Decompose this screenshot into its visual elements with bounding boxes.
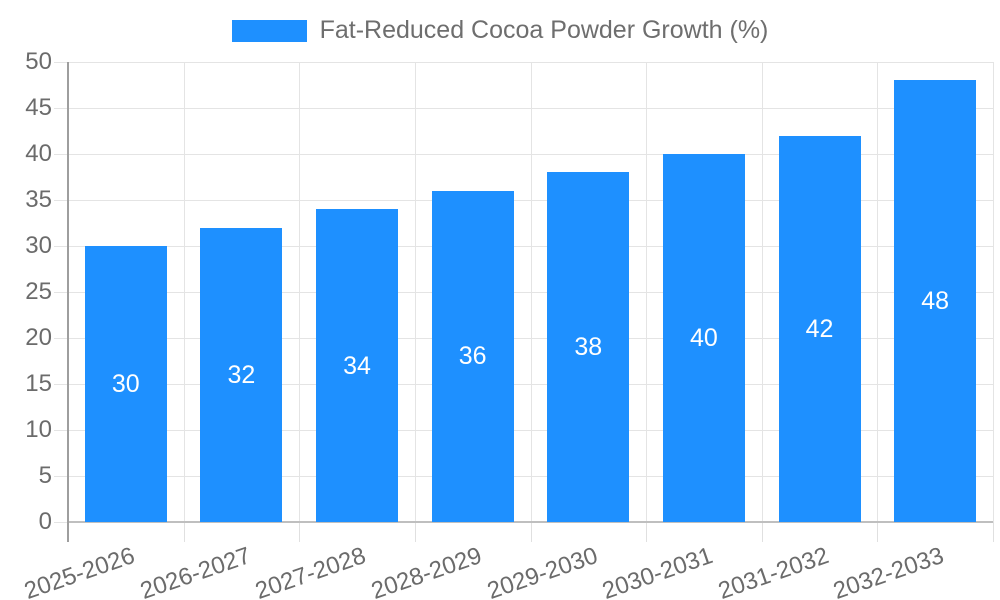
y-axis-line — [67, 62, 69, 542]
h-gridline — [54, 62, 993, 63]
h-gridline — [54, 384, 993, 385]
y-tick-label: 50 — [25, 48, 52, 75]
x-tick-label: 2027-2028 — [252, 542, 370, 600]
h-gridline — [54, 246, 993, 247]
y-tick-label: 5 — [38, 462, 52, 489]
legend[interactable]: Fat-Reduced Cocoa Powder Growth (%) — [0, 16, 1000, 45]
bar[interactable] — [547, 172, 630, 522]
x-tick-label: 2031-2032 — [714, 542, 833, 600]
bar-value-label: 32 — [227, 360, 256, 389]
v-gridline — [299, 62, 301, 522]
y-tick-label: 30 — [25, 232, 52, 259]
y-tick-label: 45 — [25, 94, 52, 121]
y-tick-label: 20 — [25, 324, 52, 351]
h-gridline — [54, 200, 993, 201]
x-tick-label: 2030-2031 — [599, 542, 717, 600]
h-gridline — [54, 292, 993, 293]
y-tick-label: 40 — [25, 140, 52, 167]
bar[interactable] — [778, 135, 861, 522]
bar-value-label: 30 — [111, 370, 140, 398]
y-tick-label: 25 — [25, 278, 52, 305]
bar[interactable] — [200, 227, 283, 522]
y-tick-label: 0 — [38, 508, 52, 535]
bar-value-label: 36 — [458, 342, 487, 371]
bar[interactable] — [662, 154, 745, 522]
x-tick-label: 2025-2026 — [20, 542, 139, 600]
bar-value-label: 38 — [574, 333, 603, 362]
y-tick-label: 15 — [25, 370, 52, 397]
y-tick-label: 35 — [25, 186, 52, 213]
h-gridline — [54, 430, 993, 431]
h-gridline — [54, 476, 993, 477]
x-axis-tick — [299, 522, 301, 542]
legend-label: Fat-Reduced Cocoa Powder Growth (%) — [319, 16, 769, 44]
bar-value-label: 48 — [921, 287, 950, 316]
h-gridline — [54, 108, 993, 109]
y-tick-label: 10 — [25, 416, 52, 443]
bar[interactable] — [431, 190, 514, 522]
bar-value-label: 34 — [343, 351, 371, 380]
v-gridline — [414, 62, 416, 522]
v-gridline — [183, 62, 185, 522]
v-gridline — [993, 62, 994, 522]
x-tick-label: 2029-2030 — [483, 542, 601, 600]
x-axis-tick — [993, 522, 994, 542]
v-gridline — [530, 62, 532, 522]
bar[interactable] — [894, 80, 977, 522]
x-axis-tick — [761, 522, 763, 542]
x-axis-tick — [646, 522, 648, 542]
x-axis-tick — [877, 522, 879, 542]
bar[interactable] — [316, 209, 399, 522]
bar[interactable] — [84, 246, 167, 522]
v-gridline — [761, 62, 763, 522]
v-gridline — [646, 62, 648, 522]
x-tick-label: 2028-2029 — [367, 542, 486, 600]
x-tick-label: 2032-2033 — [830, 542, 948, 600]
h-gridline — [54, 338, 993, 339]
h-gridline — [54, 154, 993, 155]
x-axis-tick — [530, 522, 532, 542]
x-axis-tick — [414, 522, 416, 542]
bar-value-label: 40 — [690, 324, 718, 352]
x-axis-tick — [183, 522, 185, 542]
x-axis-line — [68, 521, 993, 523]
legend-swatch — [231, 19, 307, 42]
bar-value-label: 42 — [805, 314, 834, 343]
v-gridline — [877, 62, 879, 522]
x-tick-label: 2026-2027 — [136, 542, 254, 600]
